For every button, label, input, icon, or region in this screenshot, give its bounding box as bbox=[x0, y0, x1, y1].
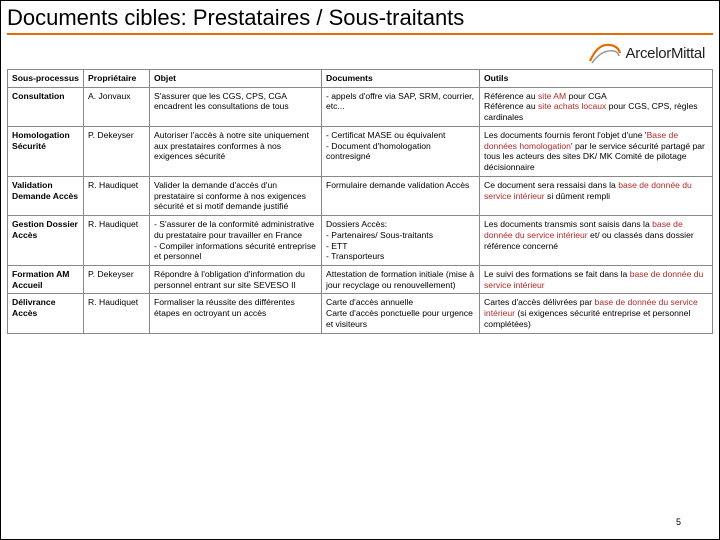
cell-proprietaire: R. Haudiquet bbox=[84, 176, 150, 215]
cell-proprietaire: P. Dekeyser bbox=[84, 266, 150, 294]
cell-sousprocessus: Consultation bbox=[8, 87, 84, 126]
cell-outils: Référence au site AM pour CGA Référence … bbox=[480, 87, 713, 126]
cell-objet: Répondre à l'obligation d'information du… bbox=[150, 266, 322, 294]
table-row: Validation Demande AccèsR. HaudiquetVali… bbox=[8, 176, 713, 215]
cell-objet: Valider la demande d'accès d'un prestata… bbox=[150, 176, 322, 215]
logo-text: ArcelorMittal bbox=[626, 45, 705, 62]
col-documents: Documents bbox=[322, 70, 480, 88]
cell-outils: Les documents fournis feront l'objet d'u… bbox=[480, 126, 713, 176]
arcelor-swoosh-icon bbox=[588, 41, 622, 65]
cell-sousprocessus: Délivrance Accès bbox=[8, 294, 84, 333]
highlighted-text: site AM bbox=[538, 91, 566, 101]
table-row: Formation AM AccueilP. DekeyserRépondre … bbox=[8, 266, 713, 294]
highlighted-text: base de donnée du service intérieur bbox=[484, 219, 683, 240]
table-row: Gestion Dossier AccèsR. Haudiquet- S'ass… bbox=[8, 216, 713, 266]
cell-proprietaire: P. Dekeyser bbox=[84, 126, 150, 176]
cell-sousprocessus: Homologation Sécurité bbox=[8, 126, 84, 176]
table-row: Délivrance AccèsR. HaudiquetFormaliser l… bbox=[8, 294, 713, 333]
cell-documents: Dossiers Accès: - Partenaires/ Sous-trai… bbox=[322, 216, 480, 266]
logo-row: ArcelorMittal bbox=[7, 37, 713, 69]
highlighted-text: site achats locaux bbox=[538, 101, 606, 111]
cell-documents: - Certificat MASE ou équivalent - Docume… bbox=[322, 126, 480, 176]
cell-documents: Attestation de formation initiale (mise … bbox=[322, 266, 480, 294]
col-objet: Objet bbox=[150, 70, 322, 88]
cell-proprietaire: A. Jonvaux bbox=[84, 87, 150, 126]
cell-sousprocessus: Formation AM Accueil bbox=[8, 266, 84, 294]
cell-documents: Formulaire demande validation Accès bbox=[322, 176, 480, 215]
cell-outils: Cartes d'accès délivrées par base de don… bbox=[480, 294, 713, 333]
cell-outils: Le suivi des formations se fait dans la … bbox=[480, 266, 713, 294]
table-row: Homologation SécuritéP. DekeyserAutorise… bbox=[8, 126, 713, 176]
cell-documents: Carte d'accès annuelle Carte d'accès pon… bbox=[322, 294, 480, 333]
cell-proprietaire: R. Haudiquet bbox=[84, 294, 150, 333]
col-proprietaire: Propriétaire bbox=[84, 70, 150, 88]
table-row: ConsultationA. JonvauxS'assurer que les … bbox=[8, 87, 713, 126]
col-outils: Outils bbox=[480, 70, 713, 88]
cell-proprietaire: R. Haudiquet bbox=[84, 216, 150, 266]
cell-outils: Les documents transmis sont saisis dans … bbox=[480, 216, 713, 266]
highlighted-text: base de donnée du service intérieur bbox=[484, 297, 698, 318]
cell-objet: Formaliser la réussite des différentes é… bbox=[150, 294, 322, 333]
cell-sousprocessus: Validation Demande Accès bbox=[8, 176, 84, 215]
highlighted-text: base de donnée du service intérieur bbox=[484, 180, 692, 201]
cell-sousprocessus: Gestion Dossier Accès bbox=[8, 216, 84, 266]
cell-objet: S'assurer que les CGS, CPS, CGA encadren… bbox=[150, 87, 322, 126]
logo: ArcelorMittal bbox=[588, 41, 705, 65]
cell-objet: - S'assurer de la conformité administrat… bbox=[150, 216, 322, 266]
cell-objet: Autoriser l'accès à notre site uniquemen… bbox=[150, 126, 322, 176]
highlighted-text: base de donnée du service intérieur bbox=[484, 269, 703, 290]
slide-title: Documents cibles: Prestataires / Sous-tr… bbox=[7, 5, 713, 31]
slide-container: Documents cibles: Prestataires / Sous-tr… bbox=[0, 0, 720, 540]
cell-outils: Ce document sera ressaisi dans la base d… bbox=[480, 176, 713, 215]
page-number: 5 bbox=[676, 517, 681, 527]
title-underline bbox=[7, 33, 713, 35]
documents-table: Sous-processus Propriétaire Objet Docume… bbox=[7, 69, 713, 334]
header-row: Sous-processus Propriétaire Objet Docume… bbox=[8, 70, 713, 88]
col-sousprocessus: Sous-processus bbox=[8, 70, 84, 88]
cell-documents: - appels d'offre via SAP, SRM, courrier,… bbox=[322, 87, 480, 126]
highlighted-text: Base de données homologation bbox=[484, 130, 678, 151]
